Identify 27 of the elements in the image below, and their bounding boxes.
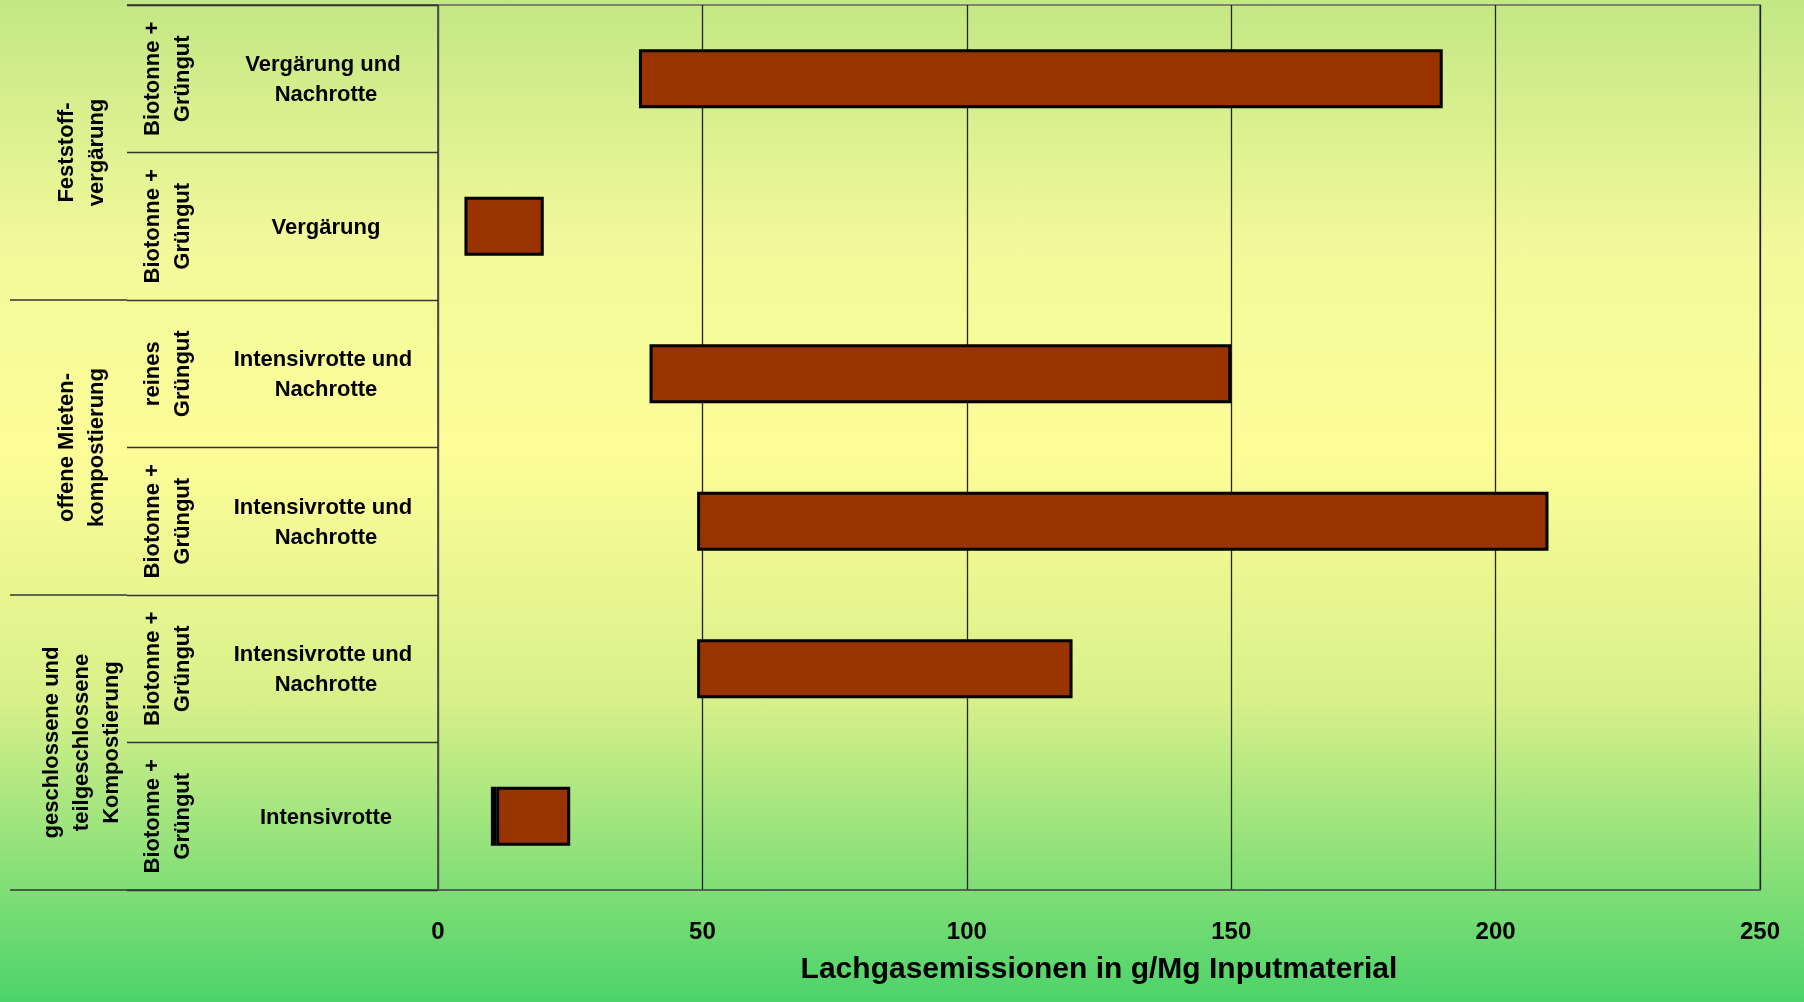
y-tick-label: Intensivrotte: [259, 803, 393, 829]
x-tick-label: 100: [946, 916, 987, 944]
x-tick-label: 200: [1475, 916, 1516, 944]
text: Feststoff- vergärung: [52, 98, 108, 207]
y-tick-label: Vergärung und Nachrotte: [245, 51, 407, 107]
y-tick-label: Vergärung: [271, 213, 381, 239]
x-axis-title: Lachgasemissionen in g/Mg Inputmaterial: [800, 950, 1398, 984]
text: Biotonne + Grüngut: [138, 464, 194, 579]
x-tick-label: 0: [431, 916, 445, 944]
bar: [464, 196, 544, 256]
y-tick-label: Intensivrotte und Nachrotte: [233, 641, 419, 697]
x-tick-label: 250: [1739, 916, 1781, 944]
x-tick-label: 150: [1211, 916, 1252, 944]
text: reines Grüngut: [138, 329, 194, 418]
bar: [697, 491, 1549, 551]
x-tick-label: 50: [689, 916, 716, 944]
text: Biotonne + Grüngut: [138, 169, 194, 284]
text: Biotonne + Grüngut: [138, 21, 194, 136]
text: offene Mieten- kompostierung: [52, 368, 108, 527]
y-tick-label: Intensivrotte und Nachrotte: [233, 493, 419, 549]
y-tick-label: Intensivrotte und Nachrotte: [233, 346, 419, 402]
bar: [638, 49, 1443, 109]
text: Biotonne + Grüngut: [138, 759, 194, 874]
bar: [697, 639, 1073, 699]
text: Biotonne + Grüngut: [138, 611, 194, 726]
bar: [649, 344, 1232, 404]
text: geschlossene und teilgeschlossene Kompostierung: [37, 646, 123, 839]
